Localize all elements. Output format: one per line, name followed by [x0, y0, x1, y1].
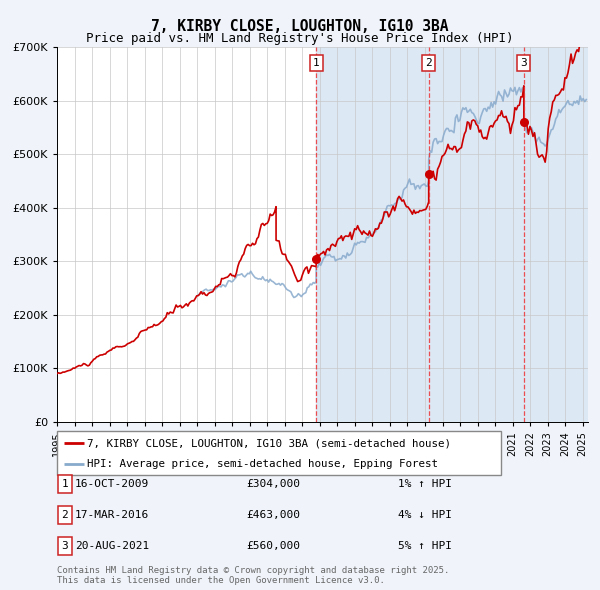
Text: Contains HM Land Registry data © Crown copyright and database right 2025.
This d: Contains HM Land Registry data © Crown c…: [57, 566, 449, 585]
Text: 1: 1: [313, 58, 320, 68]
Text: £560,000: £560,000: [246, 541, 300, 550]
Text: 1% ↑ HPI: 1% ↑ HPI: [398, 480, 452, 489]
Text: 20-AUG-2021: 20-AUG-2021: [75, 541, 149, 550]
Text: 7, KIRBY CLOSE, LOUGHTON, IG10 3BA (semi-detached house): 7, KIRBY CLOSE, LOUGHTON, IG10 3BA (semi…: [87, 438, 451, 448]
FancyBboxPatch shape: [58, 506, 72, 524]
Text: 3: 3: [520, 58, 527, 68]
FancyBboxPatch shape: [57, 431, 501, 475]
Bar: [316, 47, 588, 422]
FancyBboxPatch shape: [58, 476, 72, 493]
Text: 7, KIRBY CLOSE, LOUGHTON, IG10 3BA: 7, KIRBY CLOSE, LOUGHTON, IG10 3BA: [151, 19, 449, 34]
Text: 3: 3: [61, 541, 68, 550]
Text: 1: 1: [61, 480, 68, 489]
Text: 5% ↑ HPI: 5% ↑ HPI: [398, 541, 452, 550]
Text: £304,000: £304,000: [246, 480, 300, 489]
FancyBboxPatch shape: [58, 537, 72, 555]
Text: 2: 2: [61, 510, 68, 520]
Text: 4% ↓ HPI: 4% ↓ HPI: [398, 510, 452, 520]
Text: 17-MAR-2016: 17-MAR-2016: [75, 510, 149, 520]
Text: Price paid vs. HM Land Registry's House Price Index (HPI): Price paid vs. HM Land Registry's House …: [86, 32, 514, 45]
Text: HPI: Average price, semi-detached house, Epping Forest: HPI: Average price, semi-detached house,…: [87, 459, 438, 469]
Text: £463,000: £463,000: [246, 510, 300, 520]
Text: 2: 2: [425, 58, 432, 68]
Text: 16-OCT-2009: 16-OCT-2009: [75, 480, 149, 489]
